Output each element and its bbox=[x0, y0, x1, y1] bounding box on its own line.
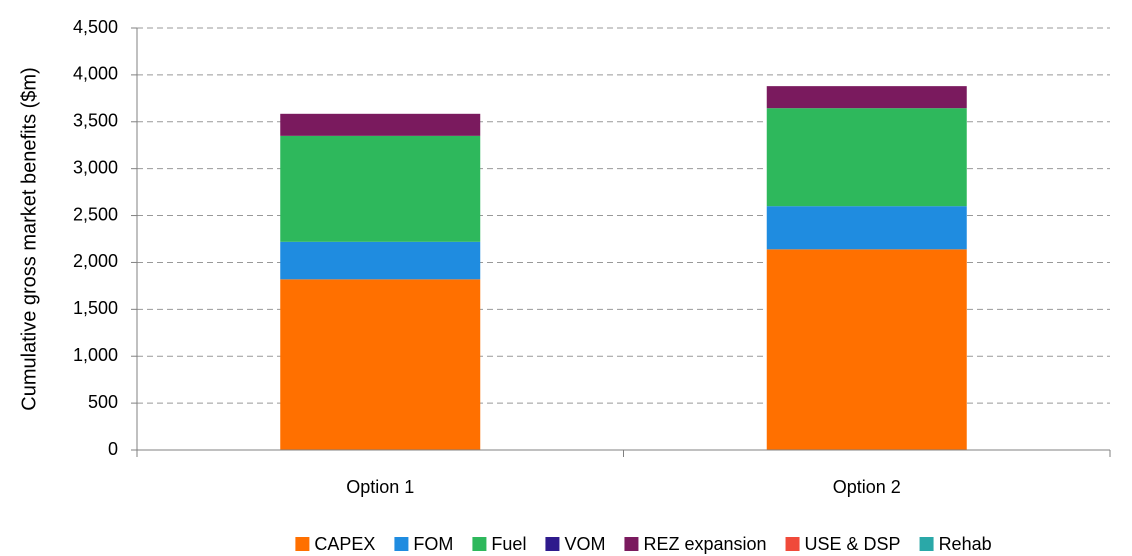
bar-segment bbox=[766, 206, 967, 250]
y-tick-label: 1,500 bbox=[73, 298, 118, 318]
legend-swatch bbox=[785, 537, 800, 551]
y-tick-label: 2,500 bbox=[73, 204, 118, 224]
bar-segment bbox=[280, 113, 481, 136]
y-tick-label: 4,000 bbox=[73, 64, 118, 84]
bar-segment bbox=[766, 86, 967, 109]
legend-swatch bbox=[394, 537, 409, 551]
y-tick-label: 2,000 bbox=[73, 251, 118, 271]
bar-segment bbox=[766, 108, 967, 207]
y-tick-label: 3,500 bbox=[73, 111, 118, 131]
legend-swatch bbox=[919, 537, 934, 551]
y-axis-title: Cumulative gross market benefits ($m) bbox=[18, 67, 40, 410]
legend-label: REZ expansion bbox=[643, 534, 766, 554]
y-tick-label: 4,500 bbox=[73, 17, 118, 37]
x-tick-label: Option 2 bbox=[833, 477, 901, 497]
legend-label: USE & DSP bbox=[805, 534, 901, 554]
y-tick-label: 1,000 bbox=[73, 345, 118, 365]
y-tick-label: 500 bbox=[88, 392, 118, 412]
legend-swatch bbox=[295, 537, 310, 551]
y-tick-label: 3,000 bbox=[73, 157, 118, 177]
bar-segment bbox=[766, 249, 967, 450]
legend-label: Fuel bbox=[491, 534, 526, 554]
legend-swatch bbox=[545, 537, 560, 551]
bar-segment bbox=[280, 241, 481, 280]
legend-swatch bbox=[624, 537, 639, 551]
bar-segment bbox=[280, 279, 481, 450]
x-tick-label: Option 1 bbox=[346, 477, 414, 497]
legend-label: FOM bbox=[413, 534, 453, 554]
legend-label: CAPEX bbox=[314, 534, 375, 554]
legend-label: VOM bbox=[564, 534, 605, 554]
bar-segment bbox=[280, 135, 481, 242]
y-tick-label: 0 bbox=[108, 439, 118, 459]
legend-swatch bbox=[472, 537, 487, 551]
legend-label: Rehab bbox=[939, 534, 992, 554]
